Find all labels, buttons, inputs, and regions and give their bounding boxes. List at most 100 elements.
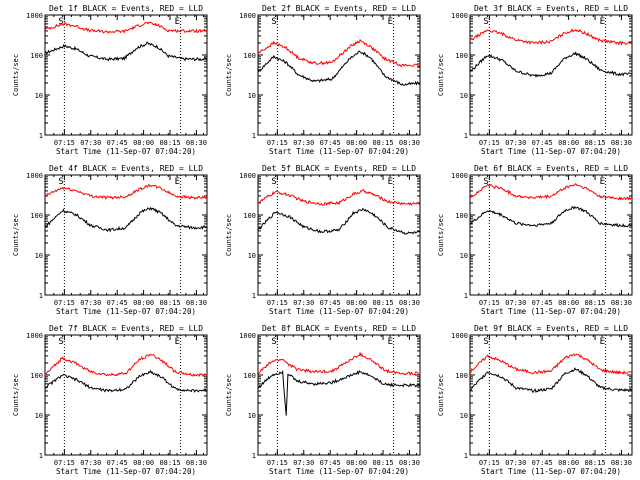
panel-title: Det 4f BLACK = Events, RED = LLD [49, 164, 203, 173]
y-tick-label: 100 [243, 52, 256, 60]
y-axis-label: Counts/sec [12, 214, 20, 256]
events-series-line [45, 206, 207, 233]
x-tick-label: 08:30 [186, 459, 207, 467]
lld-series-line [258, 38, 420, 68]
x-axis-label: Start Time (11-Sep-07 07:04:20) [56, 307, 196, 316]
y-tick-label: 10 [35, 252, 43, 260]
y-axis-label: Counts/sec [437, 54, 445, 96]
y-tick-label: 10 [248, 92, 256, 100]
x-tick-label: 08:00 [346, 139, 367, 147]
y-tick-label: 10 [35, 412, 43, 420]
y-axis-label: Counts/sec [437, 214, 445, 256]
panel-3: Det 3f BLACK = Events, RED = LLD 1 10 100 10… [437, 4, 633, 156]
y-tick-label: 10 [460, 412, 468, 420]
x-tick-label: 07:15 [267, 299, 288, 307]
y-axis-label: Counts/sec [225, 214, 233, 256]
y-tick-label: 1 [39, 452, 43, 460]
panel-title: Det 1f BLACK = Events, RED = LLD [49, 4, 203, 13]
events-series-line [258, 207, 420, 235]
time-marker-label: E [175, 17, 180, 27]
plot-frame [44, 334, 208, 456]
y-tick-label: 10 [460, 92, 468, 100]
panel-8: Det 8f BLACK = Events, RED = LLD 1 10 100 10… [225, 324, 421, 476]
plot-frame [257, 334, 421, 456]
y-tick-label: 1000 [239, 12, 256, 20]
plot-frame [469, 334, 633, 456]
y-axis-label: Counts/sec [12, 374, 20, 416]
plot-frame [469, 14, 633, 136]
x-tick-label: 07:30 [505, 299, 526, 307]
time-marker-label: E [600, 337, 605, 347]
panel-6: Det 6f BLACK = Events, RED = LLD 1 10 100 10… [437, 164, 633, 316]
x-tick-label: 07:30 [80, 139, 101, 147]
x-tick-label: 08:00 [558, 459, 579, 467]
y-tick-label: 1000 [239, 332, 256, 340]
y-axis-label: Counts/sec [437, 374, 445, 416]
y-tick-label: 1 [464, 292, 468, 300]
y-tick-label: 10 [248, 412, 256, 420]
plot-frame [44, 14, 208, 136]
time-marker-label: S [483, 17, 488, 27]
plot-frame [257, 174, 421, 296]
y-axis-label: Counts/sec [12, 54, 20, 96]
x-tick-label: 07:15 [479, 299, 500, 307]
x-tick-label: 07:45 [320, 139, 341, 147]
x-axis-label: Start Time (11-Sep-07 07:04:20) [269, 307, 409, 316]
x-axis-label: Start Time (11-Sep-07 07:04:20) [481, 307, 621, 316]
time-marker-label: S [58, 17, 63, 27]
lld-series-line [258, 351, 420, 376]
y-tick-label: 10 [248, 252, 256, 260]
events-series-line [45, 41, 207, 62]
time-marker-label: E [600, 177, 605, 187]
y-tick-label: 1000 [451, 172, 468, 180]
lld-series-line [45, 353, 207, 378]
x-tick-label: 08:15 [372, 139, 393, 147]
lld-series-line [258, 188, 420, 206]
x-tick-label: 08:30 [399, 299, 420, 307]
x-tick-label: 07:15 [479, 139, 500, 147]
panel-1: Det 1f BLACK = Events, RED = LLD 1 10 100 10… [12, 4, 208, 156]
x-tick-label: 08:30 [186, 139, 207, 147]
lld-series-line [45, 183, 207, 200]
y-tick-label: 100 [30, 52, 43, 60]
x-tick-label: 07:45 [532, 299, 553, 307]
y-tick-label: 1000 [26, 332, 43, 340]
x-tick-label: 07:30 [505, 139, 526, 147]
y-axis-label: Counts/sec [225, 374, 233, 416]
plot-frame [469, 174, 633, 296]
y-tick-label: 1000 [451, 332, 468, 340]
x-tick-label: 08:15 [584, 299, 605, 307]
x-tick-label: 08:00 [133, 139, 154, 147]
x-tick-label: 07:15 [267, 459, 288, 467]
x-tick-label: 07:45 [107, 299, 128, 307]
time-marker-label: S [271, 17, 276, 27]
panel-4: Det 4f BLACK = Events, RED = LLD 1 10 100 10… [12, 164, 208, 316]
panel-title: Det 3f BLACK = Events, RED = LLD [474, 4, 628, 13]
time-marker-label: E [388, 17, 393, 27]
y-tick-label: 1000 [26, 172, 43, 180]
y-tick-label: 100 [455, 372, 468, 380]
y-tick-label: 100 [243, 372, 256, 380]
lld-series-line [470, 183, 632, 201]
lld-series-line [470, 28, 632, 46]
x-tick-label: 07:30 [80, 459, 101, 467]
x-tick-label: 07:15 [479, 459, 500, 467]
x-tick-label: 08:00 [133, 299, 154, 307]
x-tick-label: 08:15 [159, 139, 180, 147]
events-series-line [470, 367, 632, 393]
panel-7: Det 7f BLACK = Events, RED = LLD 1 10 100 10… [12, 324, 208, 476]
time-marker-label: E [388, 337, 393, 347]
time-marker-label: S [483, 337, 488, 347]
x-tick-label: 08:15 [372, 459, 393, 467]
y-tick-label: 1 [464, 132, 468, 140]
x-tick-label: 08:00 [346, 299, 367, 307]
y-tick-label: 1 [39, 132, 43, 140]
x-tick-label: 08:15 [159, 459, 180, 467]
x-tick-label: 08:15 [584, 139, 605, 147]
y-tick-label: 1 [252, 452, 256, 460]
time-marker-label: S [271, 337, 276, 347]
x-tick-label: 08:00 [558, 299, 579, 307]
x-tick-label: 08:30 [399, 459, 420, 467]
y-tick-label: 100 [455, 52, 468, 60]
